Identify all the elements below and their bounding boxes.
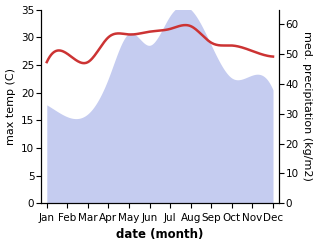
Y-axis label: max temp (C): max temp (C) — [5, 68, 16, 145]
Y-axis label: med. precipitation (kg/m2): med. precipitation (kg/m2) — [302, 31, 313, 181]
X-axis label: date (month): date (month) — [116, 228, 204, 242]
